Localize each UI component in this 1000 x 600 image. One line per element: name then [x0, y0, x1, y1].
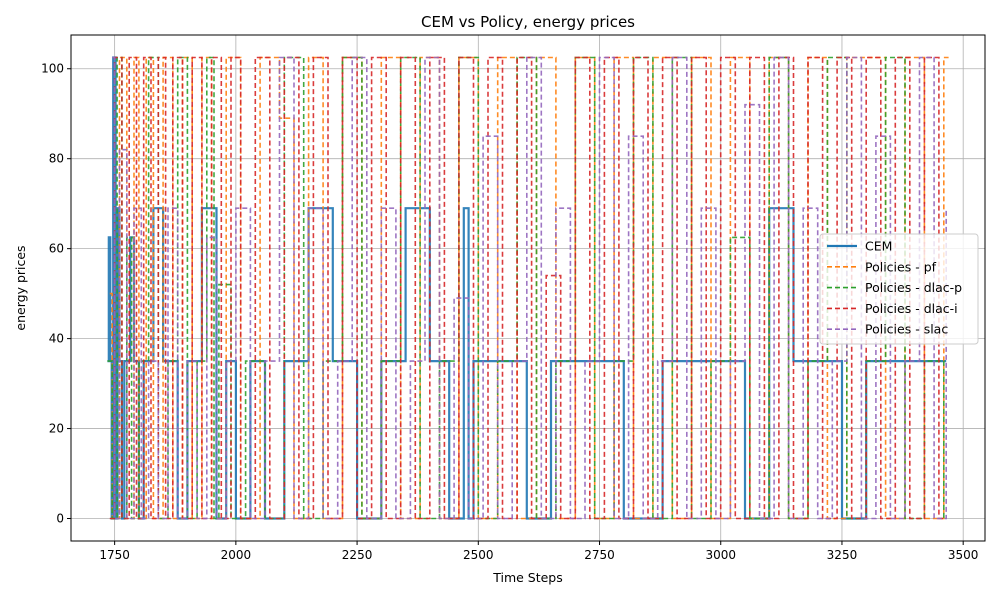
series-line-policies-slac	[112, 56, 947, 520]
legend-label: CEM	[865, 239, 892, 254]
y-tick-label: 20	[49, 422, 64, 436]
x-tick-label: 2250	[342, 548, 373, 562]
x-tick-label: 3250	[827, 548, 858, 562]
y-axis-label: energy prices	[13, 245, 28, 330]
x-tick-label: 2500	[463, 548, 494, 562]
y-axis-ticks: 0 20 40 60 80 100	[41, 62, 71, 526]
x-tick-label: 1750	[99, 548, 130, 562]
legend: CEM Policies - pf Policies - dlac-p Policie…	[819, 233, 979, 345]
y-tick-label: 60	[49, 242, 64, 256]
series-layer	[107, 56, 949, 520]
x-axis-label: Time Steps	[492, 570, 563, 585]
y-tick-label: 80	[49, 152, 64, 166]
plot-frame	[70, 34, 986, 542]
x-axis-ticks: 1750 2000 2250 2500 2750 3000 3250 3500	[99, 541, 978, 562]
chart-title: CEM vs Policy, energy prices	[421, 13, 635, 31]
legend-label: Policies - slac	[865, 322, 948, 337]
x-tick-label: 2750	[584, 548, 615, 562]
legend-label: Policies - pf	[865, 259, 937, 274]
y-tick-label: 100	[41, 62, 64, 76]
y-tick-label: 40	[49, 332, 64, 346]
legend-label: Policies - dlac-p	[865, 280, 962, 295]
legend-frame	[819, 233, 979, 345]
x-tick-label: 3500	[948, 548, 979, 562]
legend-label: Policies - dlac-i	[865, 301, 958, 316]
x-tick-label: 3000	[705, 548, 736, 562]
x-tick-label: 2000	[221, 548, 252, 562]
y-tick-label: 0	[56, 512, 64, 526]
